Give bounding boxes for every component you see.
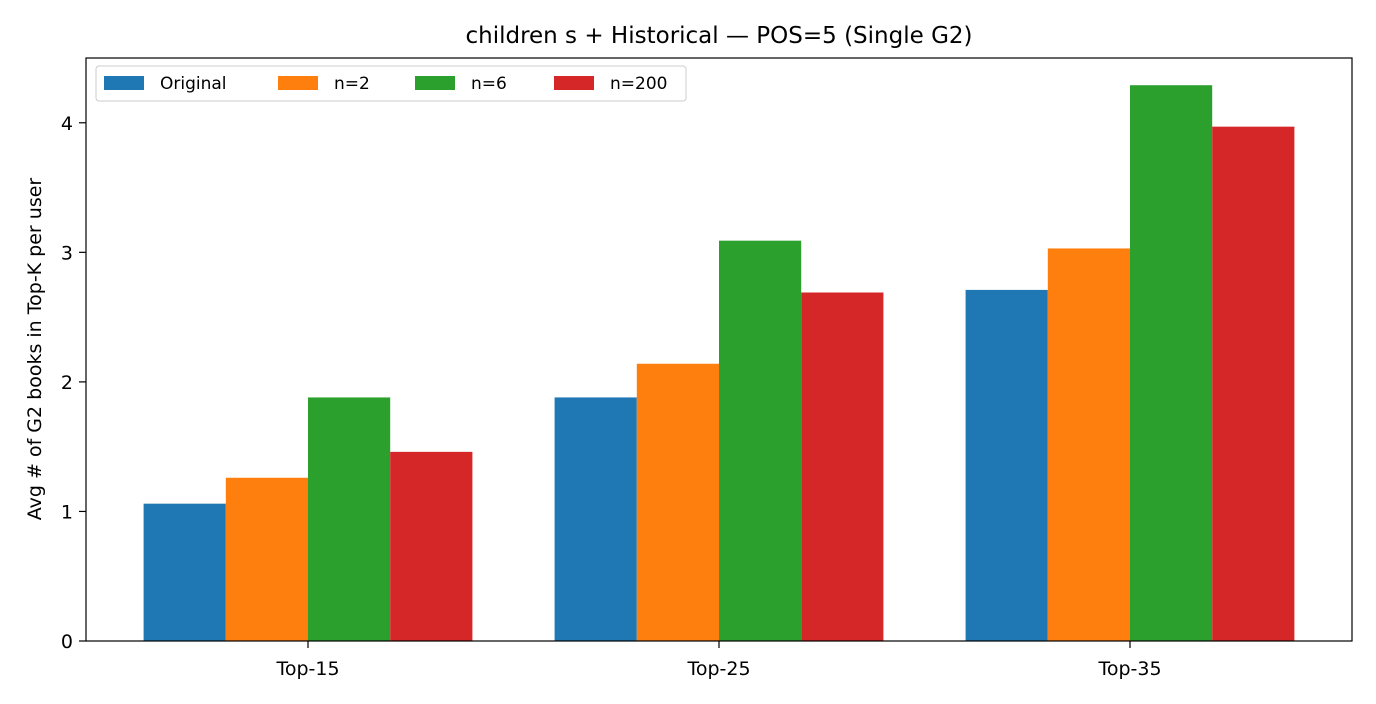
bar-original-top-25	[554, 397, 637, 641]
legend-swatch	[104, 76, 144, 90]
chart-title: children s + Historical — POS=5 (Single …	[465, 23, 972, 49]
bar-original-top-35	[965, 289, 1048, 641]
y-tick-label: 2	[61, 372, 73, 394]
x-tick-label: Top-15	[275, 658, 339, 680]
bar-n-6-top-15	[308, 397, 391, 641]
legend-label: n=200	[610, 74, 667, 94]
bar-original-top-15	[143, 503, 226, 641]
legend-swatch	[415, 76, 455, 90]
plot-area: 0 1 2 3 4 Top-15 Top-25 Top-35	[61, 57, 1353, 680]
bar-n-2-top-35	[1047, 248, 1130, 641]
bar-n-2-top-25	[636, 363, 719, 641]
x-tick-label: Top-25	[686, 658, 750, 680]
legend-label: n=6	[471, 74, 507, 94]
legend-swatch	[278, 76, 318, 90]
legend-box	[95, 65, 687, 102]
legend: Original n=2 n=6 n=200	[95, 65, 687, 102]
x-tick-label: Top-35	[1097, 658, 1161, 680]
y-tick-label: 3	[61, 242, 73, 264]
y-tick-label: 0	[61, 631, 73, 653]
legend-swatch	[554, 76, 594, 90]
bar-n-200-top-15	[390, 451, 473, 641]
bar-n-6-top-35	[1130, 85, 1213, 641]
y-axis-label: Avg # of G2 books in Top-K per user	[24, 178, 46, 521]
bar-n-6-top-25	[719, 240, 802, 642]
legend-label: n=2	[334, 74, 370, 94]
bar-n-2-top-15	[225, 477, 308, 641]
bar-n-200-top-25	[801, 292, 884, 641]
legend-label: Original	[160, 74, 227, 94]
y-tick-label: 1	[61, 501, 73, 523]
bar-n-200-top-35	[1212, 126, 1295, 641]
y-tick-label: 4	[61, 113, 73, 135]
